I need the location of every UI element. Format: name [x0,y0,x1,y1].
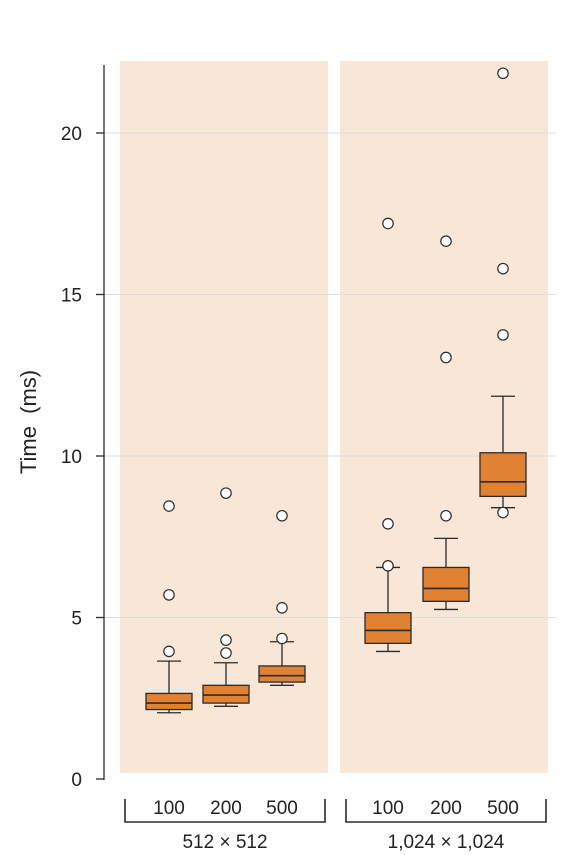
x-category-label-1-200: 200 [210,798,242,819]
box-1-500-iqr-box [258,665,306,683]
box-2-100-iqr-box [364,612,412,644]
box-2-500-outlier-1 [497,506,509,519]
y-axis-title: Time (ms) [16,370,41,474]
x-category-label-2-200: 200 [430,798,462,819]
gridlines [104,132,556,618]
box-1-100-outlier-3 [163,500,175,512]
box-2-100-outlier-1 [382,560,394,572]
box-2-500-outlier-4 [497,67,509,80]
box-2-200-outlier-1 [440,509,452,522]
box-1-500-outlier-2 [276,602,288,614]
x-category-label-1-500: 500 [266,798,298,819]
x-labels: 100 200 500 100 200 500 512 × 512 1,024 × 1,024 [124,798,547,853]
group-panel-2 [340,61,548,773]
box-1-500-outlier-3 [276,509,288,522]
y-tick-label-5: 5 [71,609,82,630]
y-axis: Time (ms) [16,65,105,780]
x-category-label-2-500: 500 [487,798,519,819]
box-1-200-outlier-1 [220,647,232,659]
box-2-100-outlier-2 [382,518,394,530]
box-1-200-outlier-3 [220,487,232,499]
y-tick-label-10: 10 [61,447,82,468]
box-1-100-outlier-1 [163,645,175,658]
box-1-500-outlier-1 [276,632,288,645]
group-bracket-1 [124,799,326,823]
x-category-label-2-100: 100 [372,798,404,819]
group-panels [120,61,548,773]
box-1-200-iqr-box [202,684,250,704]
group-bracket-2 [345,799,547,823]
group-label-1: 512 × 512 [182,832,267,853]
box-2-200-outlier-3 [440,235,452,248]
y-tick-label-0: 0 [71,770,82,791]
box-1-200-outlier-2 [220,634,232,646]
y-tick-label-20: 20 [61,124,82,145]
box-2-200-iqr-box [422,566,470,602]
box-2-500-outlier-3 [497,262,509,275]
box-2-500-iqr-box [479,452,527,498]
box-2-100-outlier-3 [382,217,394,230]
box-2-500-outlier-2 [497,329,509,341]
box-1-100-iqr-box [145,692,193,711]
y-tick-label-15: 15 [61,286,82,307]
group-label-2: 1,024 × 1,024 [388,832,505,853]
box-1-100-outlier-2 [163,589,175,601]
x-category-label-1-100: 100 [153,798,185,819]
y-ticks: 0 5 10 15 20 [61,124,104,791]
box-2-200-outlier-2 [440,351,452,364]
boxes [145,67,527,714]
